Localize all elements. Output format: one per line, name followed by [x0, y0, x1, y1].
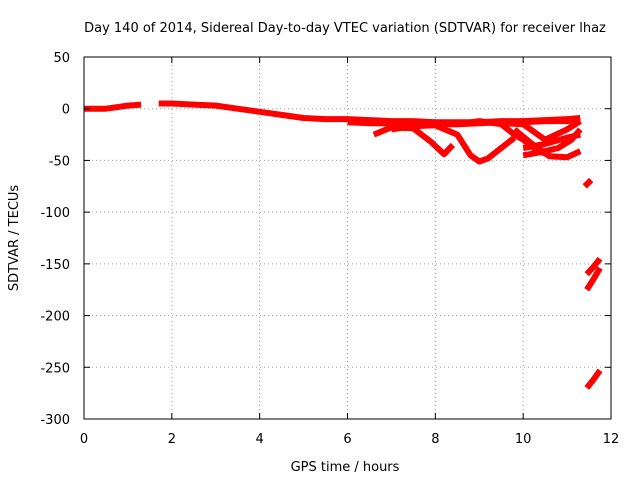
y-tick-label: -300: [40, 413, 70, 428]
x-tick-label: 10: [515, 432, 532, 447]
series-branch-e: [501, 118, 582, 143]
x-axis-label: GPS time / hours: [291, 460, 400, 475]
series-tail-4: [584, 368, 603, 390]
series-tail-2: [584, 256, 603, 277]
series-tail-1: [582, 177, 594, 189]
grid: [84, 57, 611, 419]
x-tick-label: 2: [168, 432, 176, 447]
axis-ticks: 0 2 4 6 8 10 12 50 0 -50 -100 -150 -200 -250 -300: [40, 51, 619, 447]
y-tick-label: -50: [49, 154, 70, 169]
series-branch-c: [390, 122, 517, 165]
x-tick-label: 4: [256, 432, 264, 447]
chart-title: Day 140 of 2014, Sidereal Day-to-day VTE…: [84, 21, 606, 36]
y-tick-label: -100: [40, 206, 70, 221]
y-tick-label: -150: [40, 258, 70, 273]
series-branch-f: [512, 127, 582, 161]
y-tick-label: 0: [62, 103, 70, 118]
data-series: [84, 100, 603, 390]
y-tick-label: -200: [40, 310, 70, 325]
series-tail-3: [584, 266, 603, 292]
series-branch-b: [372, 124, 456, 158]
x-tick-label: 12: [603, 432, 620, 447]
series-branch-h: [522, 131, 581, 151]
y-tick-label: 50: [53, 51, 70, 66]
x-tick-label: 6: [343, 432, 351, 447]
x-tick-label: 0: [80, 432, 88, 447]
series-main-trend: [84, 101, 142, 112]
y-axis-label: SDTVAR / TECUs: [7, 185, 22, 292]
y-tick-label: -250: [40, 361, 70, 376]
series-branch-d: [435, 118, 551, 159]
x-tick-label: 8: [431, 432, 439, 447]
